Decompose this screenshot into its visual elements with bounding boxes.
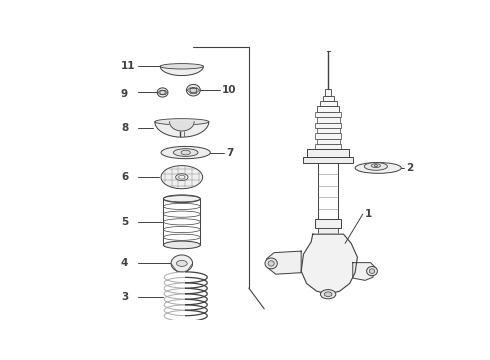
Ellipse shape — [265, 258, 277, 269]
FancyBboxPatch shape — [318, 105, 339, 112]
FancyBboxPatch shape — [303, 157, 353, 163]
Ellipse shape — [171, 255, 193, 272]
FancyBboxPatch shape — [317, 128, 340, 133]
Ellipse shape — [355, 163, 401, 173]
Text: 4: 4 — [121, 258, 128, 269]
Text: 7: 7 — [226, 148, 234, 158]
Ellipse shape — [268, 261, 274, 266]
Text: 3: 3 — [121, 292, 128, 302]
Ellipse shape — [181, 150, 190, 155]
Text: 1: 1 — [365, 209, 372, 219]
FancyBboxPatch shape — [315, 144, 341, 149]
FancyBboxPatch shape — [319, 101, 337, 105]
Text: 8: 8 — [121, 123, 128, 133]
Ellipse shape — [371, 164, 381, 167]
Text: 5: 5 — [121, 217, 128, 227]
Text: 2: 2 — [406, 163, 413, 173]
FancyBboxPatch shape — [315, 133, 341, 139]
Ellipse shape — [190, 87, 197, 93]
FancyBboxPatch shape — [317, 117, 340, 122]
Polygon shape — [155, 122, 209, 137]
Ellipse shape — [187, 84, 200, 96]
Ellipse shape — [324, 292, 332, 297]
Ellipse shape — [157, 88, 168, 97]
Ellipse shape — [161, 147, 210, 159]
Ellipse shape — [320, 289, 336, 299]
FancyBboxPatch shape — [315, 122, 341, 128]
Ellipse shape — [365, 163, 388, 170]
Text: 11: 11 — [121, 61, 136, 71]
Polygon shape — [170, 122, 194, 131]
Ellipse shape — [179, 175, 185, 179]
Ellipse shape — [367, 266, 377, 276]
Ellipse shape — [176, 174, 188, 181]
Ellipse shape — [160, 90, 165, 95]
FancyBboxPatch shape — [323, 95, 334, 101]
Text: 6: 6 — [121, 172, 128, 182]
FancyBboxPatch shape — [317, 139, 340, 144]
Text: 9: 9 — [121, 89, 128, 99]
Polygon shape — [160, 66, 203, 76]
FancyBboxPatch shape — [315, 112, 341, 117]
FancyBboxPatch shape — [325, 89, 331, 95]
Polygon shape — [301, 234, 357, 294]
Ellipse shape — [161, 166, 203, 189]
Ellipse shape — [173, 149, 198, 156]
Ellipse shape — [163, 241, 200, 249]
FancyBboxPatch shape — [307, 149, 349, 157]
Ellipse shape — [163, 195, 200, 203]
Text: 10: 10 — [222, 85, 236, 95]
Ellipse shape — [160, 64, 203, 69]
Polygon shape — [267, 251, 301, 274]
Ellipse shape — [176, 260, 187, 266]
Ellipse shape — [369, 269, 375, 274]
FancyBboxPatch shape — [318, 228, 338, 234]
Ellipse shape — [155, 119, 209, 125]
Polygon shape — [353, 263, 376, 280]
FancyBboxPatch shape — [315, 219, 341, 228]
Ellipse shape — [374, 165, 377, 167]
